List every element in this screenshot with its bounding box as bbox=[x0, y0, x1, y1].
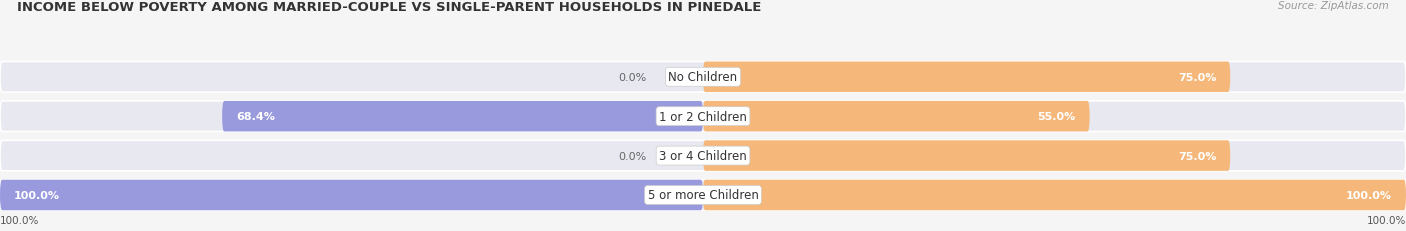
Text: INCOME BELOW POVERTY AMONG MARRIED-COUPLE VS SINGLE-PARENT HOUSEHOLDS IN PINEDAL: INCOME BELOW POVERTY AMONG MARRIED-COUPL… bbox=[17, 1, 761, 14]
Text: 55.0%: 55.0% bbox=[1038, 112, 1076, 122]
FancyBboxPatch shape bbox=[0, 180, 703, 210]
Text: 100.0%: 100.0% bbox=[1367, 215, 1406, 225]
Text: 3 or 4 Children: 3 or 4 Children bbox=[659, 149, 747, 162]
FancyBboxPatch shape bbox=[0, 101, 1406, 132]
FancyBboxPatch shape bbox=[703, 180, 1406, 210]
Text: 100.0%: 100.0% bbox=[1346, 190, 1392, 200]
FancyBboxPatch shape bbox=[222, 101, 703, 132]
FancyBboxPatch shape bbox=[0, 62, 1406, 93]
FancyBboxPatch shape bbox=[0, 141, 1406, 171]
FancyBboxPatch shape bbox=[703, 62, 1230, 93]
Text: 0.0%: 0.0% bbox=[619, 151, 647, 161]
FancyBboxPatch shape bbox=[703, 141, 1230, 171]
Text: 1 or 2 Children: 1 or 2 Children bbox=[659, 110, 747, 123]
Text: 0.0%: 0.0% bbox=[619, 73, 647, 82]
Text: No Children: No Children bbox=[668, 71, 738, 84]
Text: 68.4%: 68.4% bbox=[236, 112, 276, 122]
Text: 100.0%: 100.0% bbox=[0, 215, 39, 225]
Text: 5 or more Children: 5 or more Children bbox=[648, 189, 758, 202]
Text: Source: ZipAtlas.com: Source: ZipAtlas.com bbox=[1278, 1, 1389, 11]
Text: 75.0%: 75.0% bbox=[1178, 151, 1216, 161]
Text: 100.0%: 100.0% bbox=[14, 190, 60, 200]
Text: 75.0%: 75.0% bbox=[1178, 73, 1216, 82]
FancyBboxPatch shape bbox=[0, 180, 1406, 210]
FancyBboxPatch shape bbox=[703, 101, 1090, 132]
